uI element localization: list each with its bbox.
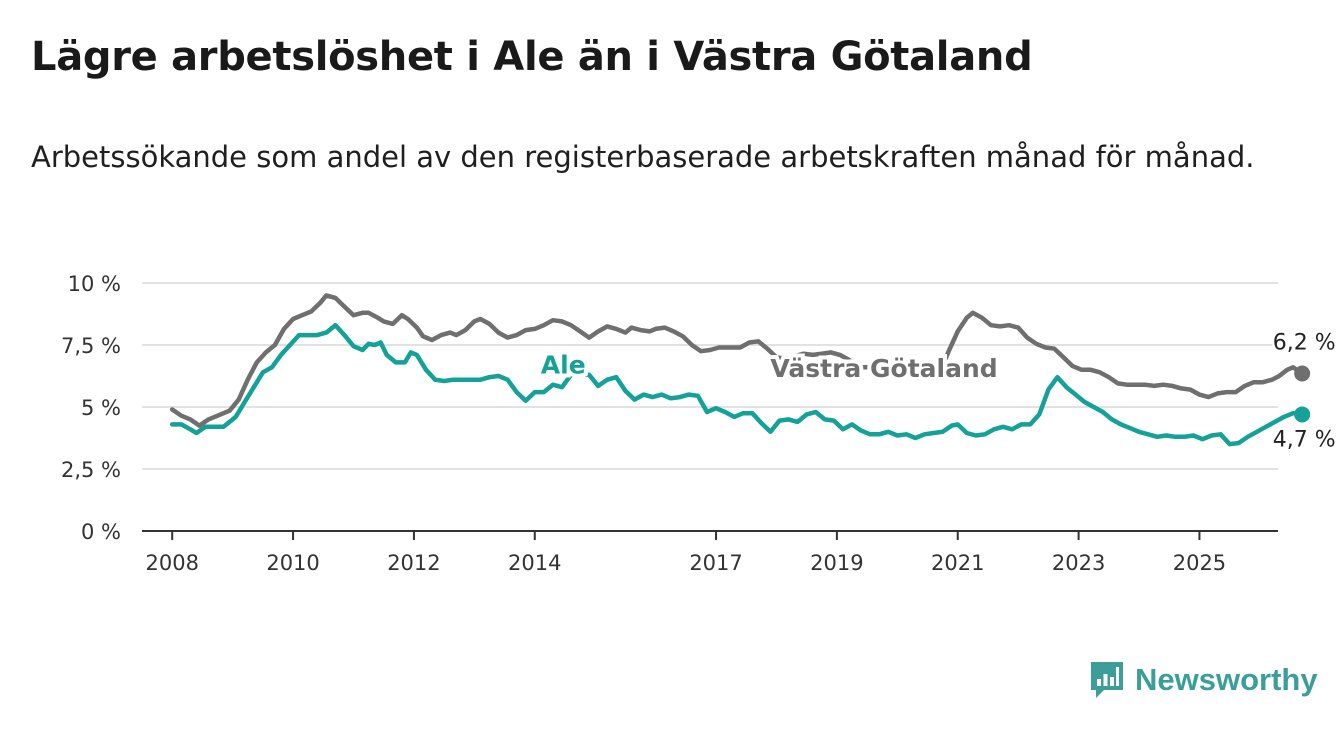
series-end-marker-0	[1294, 365, 1311, 382]
y-tick-label: 10 %	[68, 272, 121, 296]
y-tick-label: 7,5 %	[61, 334, 121, 358]
x-tick-label: 2012	[387, 551, 440, 575]
x-tick-label: 2023	[1052, 551, 1105, 575]
brand-name: Newsworthy	[1135, 662, 1318, 697]
series-end-value-label: 4,7 %	[1273, 427, 1336, 452]
series-lines	[169, 293, 1311, 447]
series-end-value-label: 6,2 %	[1273, 331, 1336, 356]
y-tick-label: 5 %	[81, 396, 121, 420]
series-end-marker-1	[1294, 406, 1311, 423]
series-line-1	[169, 322, 1305, 447]
chart-title: Lägre arbetslöshet i Ale än i Västra Göt…	[31, 34, 1033, 80]
x-tick-label: 2008	[145, 551, 198, 575]
x-tick-label: 2010	[266, 551, 319, 575]
y-tick-label: 0 %	[81, 520, 121, 544]
x-tick-label: 2025	[1173, 551, 1226, 575]
series-name-label: Västra Götaland	[770, 354, 997, 383]
series-name-label: Ale	[541, 351, 586, 380]
x-tick-label: 2019	[810, 551, 863, 575]
x-tick-label: 2021	[931, 551, 984, 575]
y-tick-label: 2,5 %	[61, 458, 121, 482]
x-tick-label: 2017	[689, 551, 742, 575]
axes: 0 % 2,5 % 5 % 7,5 % 10 % 2008 2010 2012 2014 2017…	[61, 272, 1278, 575]
series-line-0	[169, 293, 1305, 428]
x-tick-label: 2014	[508, 551, 561, 575]
grid-lines	[142, 282, 1278, 470]
series-labels: 6,2 % 4,7 % Västra Götaland Ale	[537, 328, 1338, 455]
newsworthy-logo[interactable]: Newsworthy	[1088, 660, 1318, 700]
chart-subtitle: Arbetssökande som andel av den registerb…	[31, 140, 1255, 174]
bar-chart-logo-icon	[1091, 662, 1123, 698]
